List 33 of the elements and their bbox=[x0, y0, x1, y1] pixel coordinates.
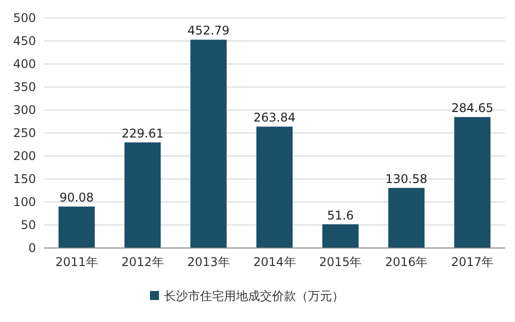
x-tick-label: 2014年 bbox=[253, 255, 296, 269]
data-label: 51.6 bbox=[327, 208, 354, 222]
y-tick-label: 200 bbox=[13, 149, 36, 163]
y-tick-label: 450 bbox=[13, 34, 36, 48]
bar bbox=[322, 224, 359, 248]
data-label: 90.08 bbox=[59, 190, 94, 205]
x-tick-label: 2012年 bbox=[121, 255, 164, 269]
x-tick-label: 2017年 bbox=[451, 255, 494, 269]
y-tick-label: 500 bbox=[13, 11, 36, 25]
bar bbox=[58, 206, 95, 248]
bar bbox=[256, 126, 293, 248]
y-tick-label: 350 bbox=[13, 80, 36, 94]
y-tick-label: 250 bbox=[13, 126, 36, 140]
x-tick-label: 2011年 bbox=[55, 255, 98, 269]
data-label: 452.79 bbox=[188, 24, 230, 38]
legend-label: 长沙市住宅用地成交价款（万元） bbox=[164, 289, 344, 303]
x-tick-label: 2013年 bbox=[187, 255, 230, 269]
y-tick-label: 300 bbox=[13, 103, 36, 117]
y-tick-label: 400 bbox=[13, 57, 36, 71]
y-tick-label: 150 bbox=[13, 172, 36, 186]
x-tick-label: 2015年 bbox=[319, 255, 362, 269]
y-tick-label: 50 bbox=[20, 218, 36, 232]
bar bbox=[124, 142, 161, 248]
x-tick-label: 2016年 bbox=[385, 255, 428, 269]
y-tick-label: 100 bbox=[13, 195, 36, 209]
data-label: 229.61 bbox=[122, 126, 164, 140]
bar bbox=[190, 40, 227, 248]
bar bbox=[454, 117, 490, 248]
data-label: 263.84 bbox=[254, 110, 296, 125]
bar bbox=[388, 188, 425, 248]
data-label: 130.58 bbox=[385, 172, 428, 186]
y-tick-label: 0 bbox=[28, 241, 36, 255]
data-label: 284.65 bbox=[451, 101, 494, 116]
